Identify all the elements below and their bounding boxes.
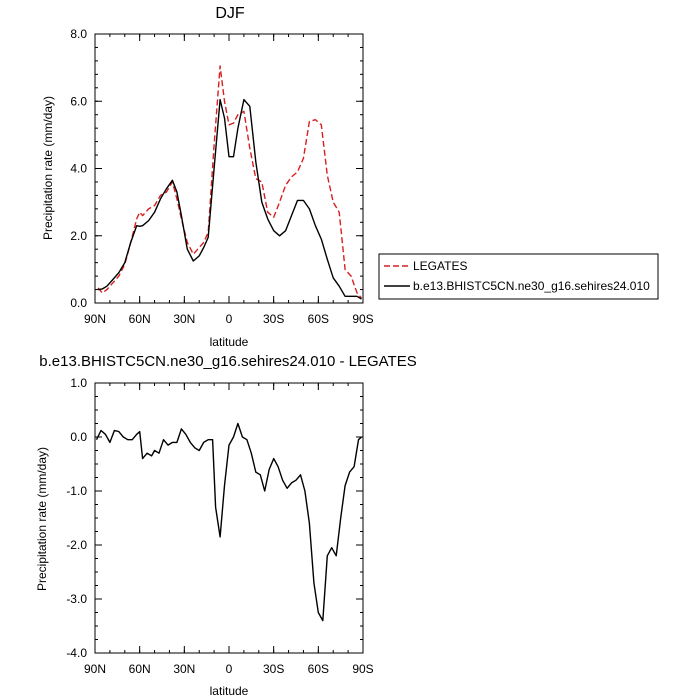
legend: LEGATES b.e13.BHISTC5CN.ne30_g16.sehires… (378, 253, 659, 300)
bottom-y-tick-label: -2.0 (66, 538, 87, 552)
bottom-x-tick-label: 60S (308, 662, 329, 676)
legend-label-legates: LEGATES (413, 259, 467, 273)
top-plot-frame (94, 33, 364, 304)
bottom-plot-frame (94, 382, 364, 654)
top-y-tick-label: 0.0 (70, 296, 87, 310)
top-x-tick-label: 90S (352, 312, 373, 326)
bottom-x-tick-label: 30S (263, 662, 284, 676)
bottom-y-tick-label: 0.0 (70, 430, 87, 444)
top-y-tick-label: 8.0 (70, 27, 87, 41)
bottom-x-tick-label: 60N (129, 662, 151, 676)
bottom-series-line-0 (95, 422, 362, 622)
bottom-chart-title: b.e13.BHISTC5CN.ne30_g16.sehires24.010 -… (39, 353, 416, 370)
legend-box (378, 253, 659, 300)
bottom-x-tick-label: 90S (352, 662, 373, 676)
top-x-tick-label: 90N (84, 312, 106, 326)
top-y-tick-label: 6.0 (70, 94, 87, 108)
bottom-x-axis-label: latitude (210, 684, 249, 698)
top-x-tick-label: 0 (226, 312, 233, 326)
top-x-tick-label: 30N (173, 312, 195, 326)
bottom-y-tick-label: -4.0 (66, 646, 87, 660)
top-x-tick-label: 30S (263, 312, 284, 326)
top-x-tick-label: 60N (129, 312, 151, 326)
bottom-x-tick-label: 30N (173, 662, 195, 676)
legend-label-model: b.e13.BHISTC5CN.ne30_g16.sehires24.010 (413, 279, 650, 293)
top-x-axis-label: latitude (210, 335, 249, 349)
bottom-y-tick-label: 1.0 (70, 376, 87, 390)
top-y-tick-label: 4.0 (70, 162, 87, 176)
top-series-line-0 (97, 65, 363, 299)
bottom-x-tick-label: 0 (226, 662, 233, 676)
bottom-y-axis-label: Precipitation rate (mm/day) (35, 447, 49, 591)
top-y-axis-label: Precipitation rate (mm/day) (41, 96, 55, 240)
top-chart-title: DJF (215, 5, 245, 22)
top-series-line-1 (97, 98, 362, 300)
bottom-y-tick-label: -3.0 (66, 592, 87, 606)
bottom-y-tick-label: -1.0 (66, 484, 87, 498)
top-x-tick-label: 60S (308, 312, 329, 326)
bottom-x-tick-label: 90N (84, 662, 106, 676)
top-y-tick-label: 2.0 (70, 229, 87, 243)
